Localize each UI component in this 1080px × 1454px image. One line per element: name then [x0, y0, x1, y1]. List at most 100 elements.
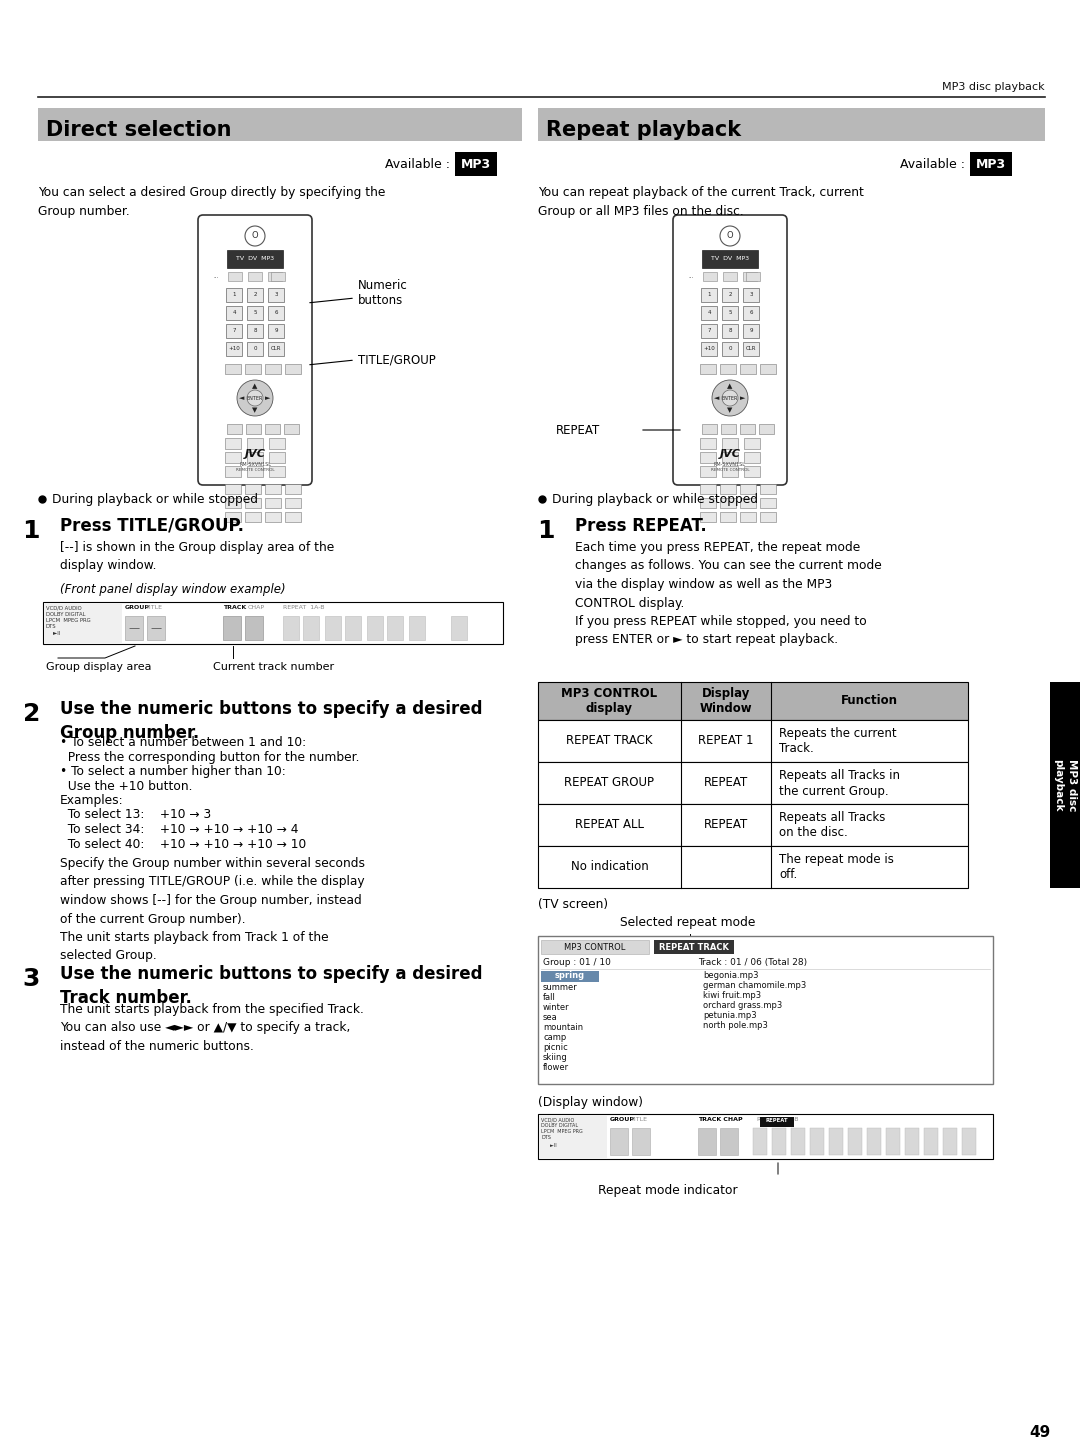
Bar — [247, 465, 264, 477]
Bar — [451, 616, 467, 640]
Bar — [268, 305, 284, 320]
Text: REPEAT: REPEAT — [704, 819, 748, 832]
Text: LPCM  MPEG PRG: LPCM MPEG PRG — [541, 1128, 583, 1134]
Bar — [720, 1128, 738, 1154]
Text: 7: 7 — [707, 329, 711, 333]
Bar — [723, 272, 737, 281]
Bar — [700, 452, 716, 462]
Bar — [538, 720, 968, 762]
Text: 6: 6 — [274, 311, 278, 316]
Bar — [246, 425, 261, 433]
Bar — [760, 1117, 794, 1127]
Text: Repeats all Tracks
on the disc.: Repeats all Tracks on the disc. — [779, 810, 886, 839]
Bar — [345, 616, 361, 640]
Text: TV  DV  MP3: TV DV MP3 — [235, 256, 274, 262]
Text: ►: ► — [740, 395, 745, 401]
Text: 0: 0 — [253, 346, 257, 352]
FancyBboxPatch shape — [673, 215, 787, 486]
Text: MP3 CONTROL: MP3 CONTROL — [565, 942, 625, 951]
Text: • To select a number higher than 10:: • To select a number higher than 10: — [60, 765, 286, 778]
Text: DTS: DTS — [46, 624, 56, 630]
Bar — [226, 305, 242, 320]
Text: LPCM  MPEG PRG: LPCM MPEG PRG — [46, 618, 91, 622]
Text: Use the +10 button.: Use the +10 button. — [60, 779, 192, 792]
Text: 5: 5 — [253, 311, 257, 316]
Text: camp: camp — [543, 1032, 566, 1043]
Text: TITLE: TITLE — [146, 605, 163, 611]
Text: REPEAT  1A-B: REPEAT 1A-B — [753, 1117, 798, 1122]
Text: 2: 2 — [728, 292, 732, 298]
Bar — [772, 1128, 786, 1154]
Text: REPEAT ALL: REPEAT ALL — [575, 819, 644, 832]
Bar — [760, 364, 777, 374]
Bar — [970, 153, 1012, 176]
Text: No indication: No indication — [570, 861, 648, 874]
Text: JVC: JVC — [719, 449, 741, 459]
Bar — [720, 512, 735, 522]
Bar — [539, 1115, 607, 1157]
Bar — [538, 804, 968, 846]
Bar — [740, 499, 756, 507]
Text: REPEAT TRACK: REPEAT TRACK — [566, 734, 652, 747]
Bar — [269, 438, 285, 449]
Bar — [744, 452, 760, 462]
Text: MP3 disc
playback: MP3 disc playback — [1053, 759, 1077, 811]
Bar — [740, 512, 756, 522]
Bar — [125, 616, 143, 640]
Bar — [44, 603, 122, 643]
Bar — [225, 465, 241, 477]
Bar — [285, 512, 301, 522]
Bar — [720, 364, 735, 374]
Bar — [269, 452, 285, 462]
Bar — [698, 1128, 716, 1154]
Bar — [723, 438, 738, 449]
Bar — [700, 512, 716, 522]
Bar — [538, 762, 968, 804]
Bar — [285, 364, 301, 374]
Bar — [702, 250, 758, 268]
Bar — [38, 108, 522, 141]
Bar — [538, 936, 993, 1085]
Text: During playback or while stopped: During playback or while stopped — [52, 493, 258, 506]
Bar — [886, 1128, 900, 1154]
Text: CHAP: CHAP — [248, 605, 265, 611]
Bar — [227, 425, 242, 433]
Text: RM-SXVN1SL: RM-SXVN1SL — [239, 461, 271, 467]
Text: winter: winter — [543, 1003, 569, 1012]
Bar — [284, 425, 299, 433]
Bar — [700, 364, 716, 374]
Text: MP3 disc playback: MP3 disc playback — [943, 81, 1045, 92]
Bar — [723, 342, 738, 356]
Bar — [245, 364, 261, 374]
Text: MP3: MP3 — [976, 157, 1007, 170]
Bar — [744, 438, 760, 449]
Text: The repeat mode is
off.: The repeat mode is off. — [779, 852, 894, 881]
Text: begonia.mp3: begonia.mp3 — [703, 971, 758, 980]
Bar — [265, 484, 281, 494]
Text: ▲: ▲ — [253, 382, 258, 390]
Text: • To select a number between 1 and 10:: • To select a number between 1 and 10: — [60, 736, 306, 749]
Bar — [924, 1128, 939, 1154]
Bar — [265, 499, 281, 507]
Bar — [268, 324, 284, 337]
Text: summer: summer — [543, 983, 578, 992]
Text: (Front panel display window example): (Front panel display window example) — [60, 583, 285, 596]
Bar — [325, 616, 341, 640]
Text: ◄: ◄ — [240, 395, 245, 401]
Bar — [226, 342, 242, 356]
Bar — [740, 425, 755, 433]
Bar — [245, 484, 261, 494]
Text: Group display area: Group display area — [46, 662, 151, 672]
Text: CLR: CLR — [746, 346, 756, 352]
Text: During playback or while stopped: During playback or while stopped — [552, 493, 758, 506]
Text: buttons: buttons — [357, 294, 403, 307]
Bar — [759, 425, 774, 433]
Bar — [538, 108, 1045, 141]
Text: 1: 1 — [538, 519, 555, 542]
Text: skiing: skiing — [543, 1053, 568, 1061]
Text: You can select a desired Group directly by specifying the
Group number.: You can select a desired Group directly … — [38, 186, 386, 218]
Bar — [247, 305, 264, 320]
Circle shape — [723, 390, 738, 406]
Text: VCD/D AUDIO: VCD/D AUDIO — [46, 606, 82, 611]
Text: 8: 8 — [728, 329, 732, 333]
